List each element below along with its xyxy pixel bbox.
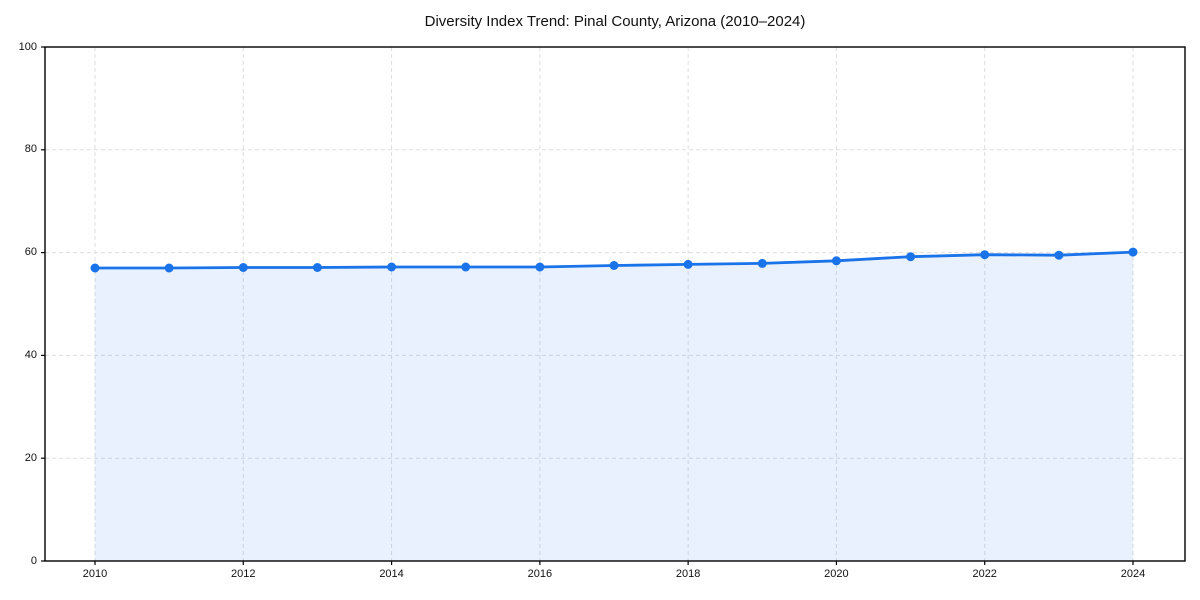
y-tick-label: 60 [24, 246, 37, 259]
data-point-marker [609, 261, 619, 270]
data-point-marker [387, 262, 397, 272]
data-point-marker [164, 263, 174, 273]
data-point-marker [1128, 247, 1138, 257]
x-tick-label: 2018 [675, 568, 701, 580]
data-point-marker [461, 262, 471, 272]
data-point-marker [683, 259, 693, 269]
area-fill [95, 252, 1133, 561]
chart-title: Diversity Index Trend: Pinal County, Ari… [424, 13, 806, 30]
data-point-marker [1054, 250, 1064, 260]
x-tick-label: 2022 [972, 568, 997, 580]
data-point-marker [535, 262, 545, 272]
plot-border [44, 46, 1186, 562]
x-tick-label: 2012 [231, 568, 256, 580]
x-tick-label: 2016 [527, 568, 553, 580]
data-point-marker [238, 263, 248, 272]
y-tick-label: 80 [24, 143, 37, 156]
x-tick-label: 2020 [824, 568, 849, 580]
data-point-marker [90, 263, 100, 273]
data-point-marker [312, 263, 322, 272]
data-point-marker [757, 258, 767, 268]
data-point-marker [831, 256, 841, 266]
x-tick-label: 2014 [379, 568, 404, 580]
y-tick-label: 100 [18, 40, 37, 53]
x-tick-label: 2010 [82, 568, 108, 580]
data-point-marker [906, 252, 916, 262]
y-tick-label: 0 [30, 554, 37, 567]
y-tick-label: 20 [24, 451, 37, 464]
x-tick-label: 2024 [1120, 568, 1146, 580]
data-point-marker [980, 250, 990, 260]
y-tick-label: 40 [24, 348, 37, 361]
